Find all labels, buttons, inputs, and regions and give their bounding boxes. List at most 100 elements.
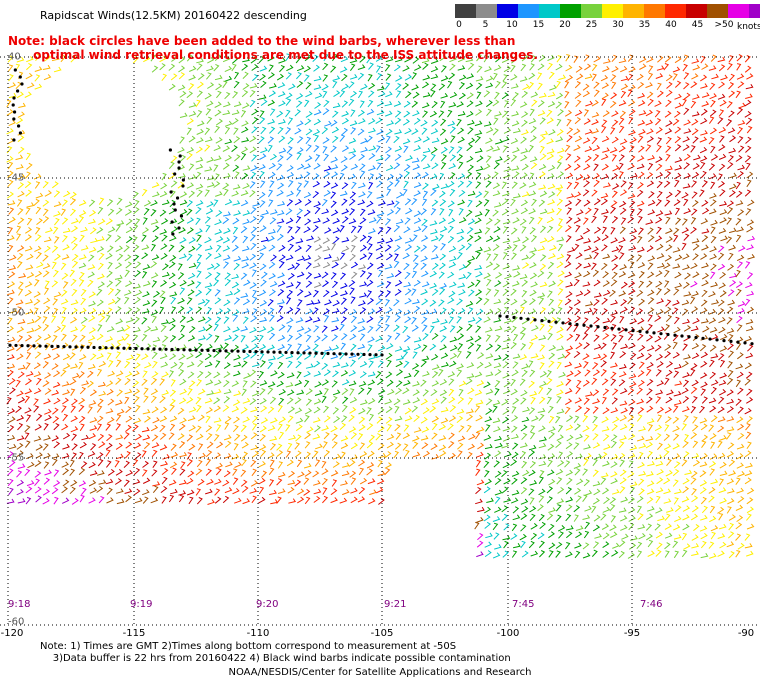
wind-barb <box>71 334 78 342</box>
wind-barb <box>179 451 187 458</box>
wind-barb <box>438 444 447 451</box>
wind-barb <box>124 488 133 494</box>
wind-barb <box>296 208 303 216</box>
wind-barb <box>701 63 709 70</box>
wind-barb <box>277 280 286 287</box>
wind-barb <box>133 488 141 496</box>
wind-barb <box>106 307 113 315</box>
wind-barb <box>357 64 366 70</box>
wind-barb <box>43 334 52 341</box>
contamination-dot <box>168 148 172 152</box>
wind-barb <box>691 58 700 64</box>
wind-barb <box>620 407 628 414</box>
wind-barb <box>601 198 608 206</box>
wind-barb <box>584 128 593 135</box>
wind-barb <box>592 433 599 441</box>
wind-barb <box>70 363 78 369</box>
wind-barb <box>349 470 357 478</box>
wind-barb <box>7 478 14 487</box>
wind-barb <box>655 270 663 277</box>
wind-barb <box>456 118 462 127</box>
wind-barb <box>330 191 337 199</box>
wind-barb <box>655 156 663 163</box>
wind-barb <box>494 91 500 100</box>
wind-barb <box>467 199 473 208</box>
wind-barb <box>474 335 482 343</box>
wind-barb <box>321 460 327 469</box>
wind-barb <box>339 90 346 98</box>
wind-barb <box>438 217 447 224</box>
wind-barb <box>575 290 584 297</box>
wind-barb <box>143 207 150 216</box>
wind-barb <box>125 441 133 449</box>
wind-barb <box>647 209 656 216</box>
contamination-dot <box>652 331 656 335</box>
wind-barb <box>620 524 628 531</box>
wind-barb <box>142 409 151 415</box>
wind-barb <box>51 363 59 370</box>
wind-barb <box>169 461 178 469</box>
wind-barb <box>744 477 752 485</box>
wind-barb <box>376 180 383 188</box>
wind-barb <box>746 397 754 404</box>
wind-barb <box>466 226 474 234</box>
wind-barb <box>591 136 598 145</box>
wind-barb <box>432 262 439 270</box>
wind-barb <box>106 434 113 442</box>
wind-barb <box>42 380 50 388</box>
wind-barb <box>360 83 368 90</box>
wind-barb <box>387 388 395 396</box>
wind-barb <box>430 153 436 162</box>
wind-barb <box>259 110 265 118</box>
wind-barb <box>620 423 628 431</box>
wind-barb <box>377 443 385 451</box>
wind-barb <box>44 469 52 476</box>
wind-barb <box>286 190 294 197</box>
wind-barb <box>359 244 367 252</box>
wind-barb <box>78 279 85 287</box>
wind-barb <box>494 379 501 388</box>
wind-barb <box>404 335 411 343</box>
wind-barb <box>196 254 203 262</box>
wind-barb <box>475 251 482 260</box>
wind-barb <box>673 288 680 296</box>
wind-barb <box>160 324 167 333</box>
legend-swatch <box>749 4 760 18</box>
wind-barb <box>449 126 456 134</box>
contamination-dot <box>680 334 684 338</box>
wind-barb <box>618 507 627 513</box>
wind-barb <box>403 170 411 179</box>
wind-barb <box>511 497 519 504</box>
wind-barb <box>647 65 654 73</box>
wind-barb <box>600 513 607 521</box>
wind-barb <box>412 397 421 404</box>
wind-barb <box>467 387 475 395</box>
wind-barb <box>638 271 645 279</box>
wind-barb <box>456 154 464 162</box>
wind-barb <box>359 307 367 315</box>
wind-barb <box>214 125 221 134</box>
wind-barb <box>573 217 582 224</box>
wind-barb <box>16 390 24 397</box>
legend-swatch <box>623 4 644 18</box>
wind-barb <box>51 389 60 396</box>
wind-barb <box>735 533 742 541</box>
wind-barb <box>79 344 86 352</box>
wind-barb <box>196 189 203 197</box>
wind-barb <box>330 171 339 178</box>
wind-barb <box>295 281 302 289</box>
wind-barb <box>296 289 304 297</box>
wind-barb <box>438 110 445 118</box>
wind-barb <box>213 323 219 332</box>
wind-barb <box>150 377 158 385</box>
wind-barb <box>699 417 708 424</box>
wind-barb <box>35 444 43 451</box>
wind-barb <box>493 226 501 233</box>
wind-barb <box>8 265 17 271</box>
wind-barb <box>564 101 570 109</box>
wind-barb <box>405 91 412 99</box>
wind-barb <box>574 272 582 279</box>
wind-barb <box>261 271 268 279</box>
wind-barb <box>583 118 591 125</box>
wind-barb <box>321 395 327 404</box>
